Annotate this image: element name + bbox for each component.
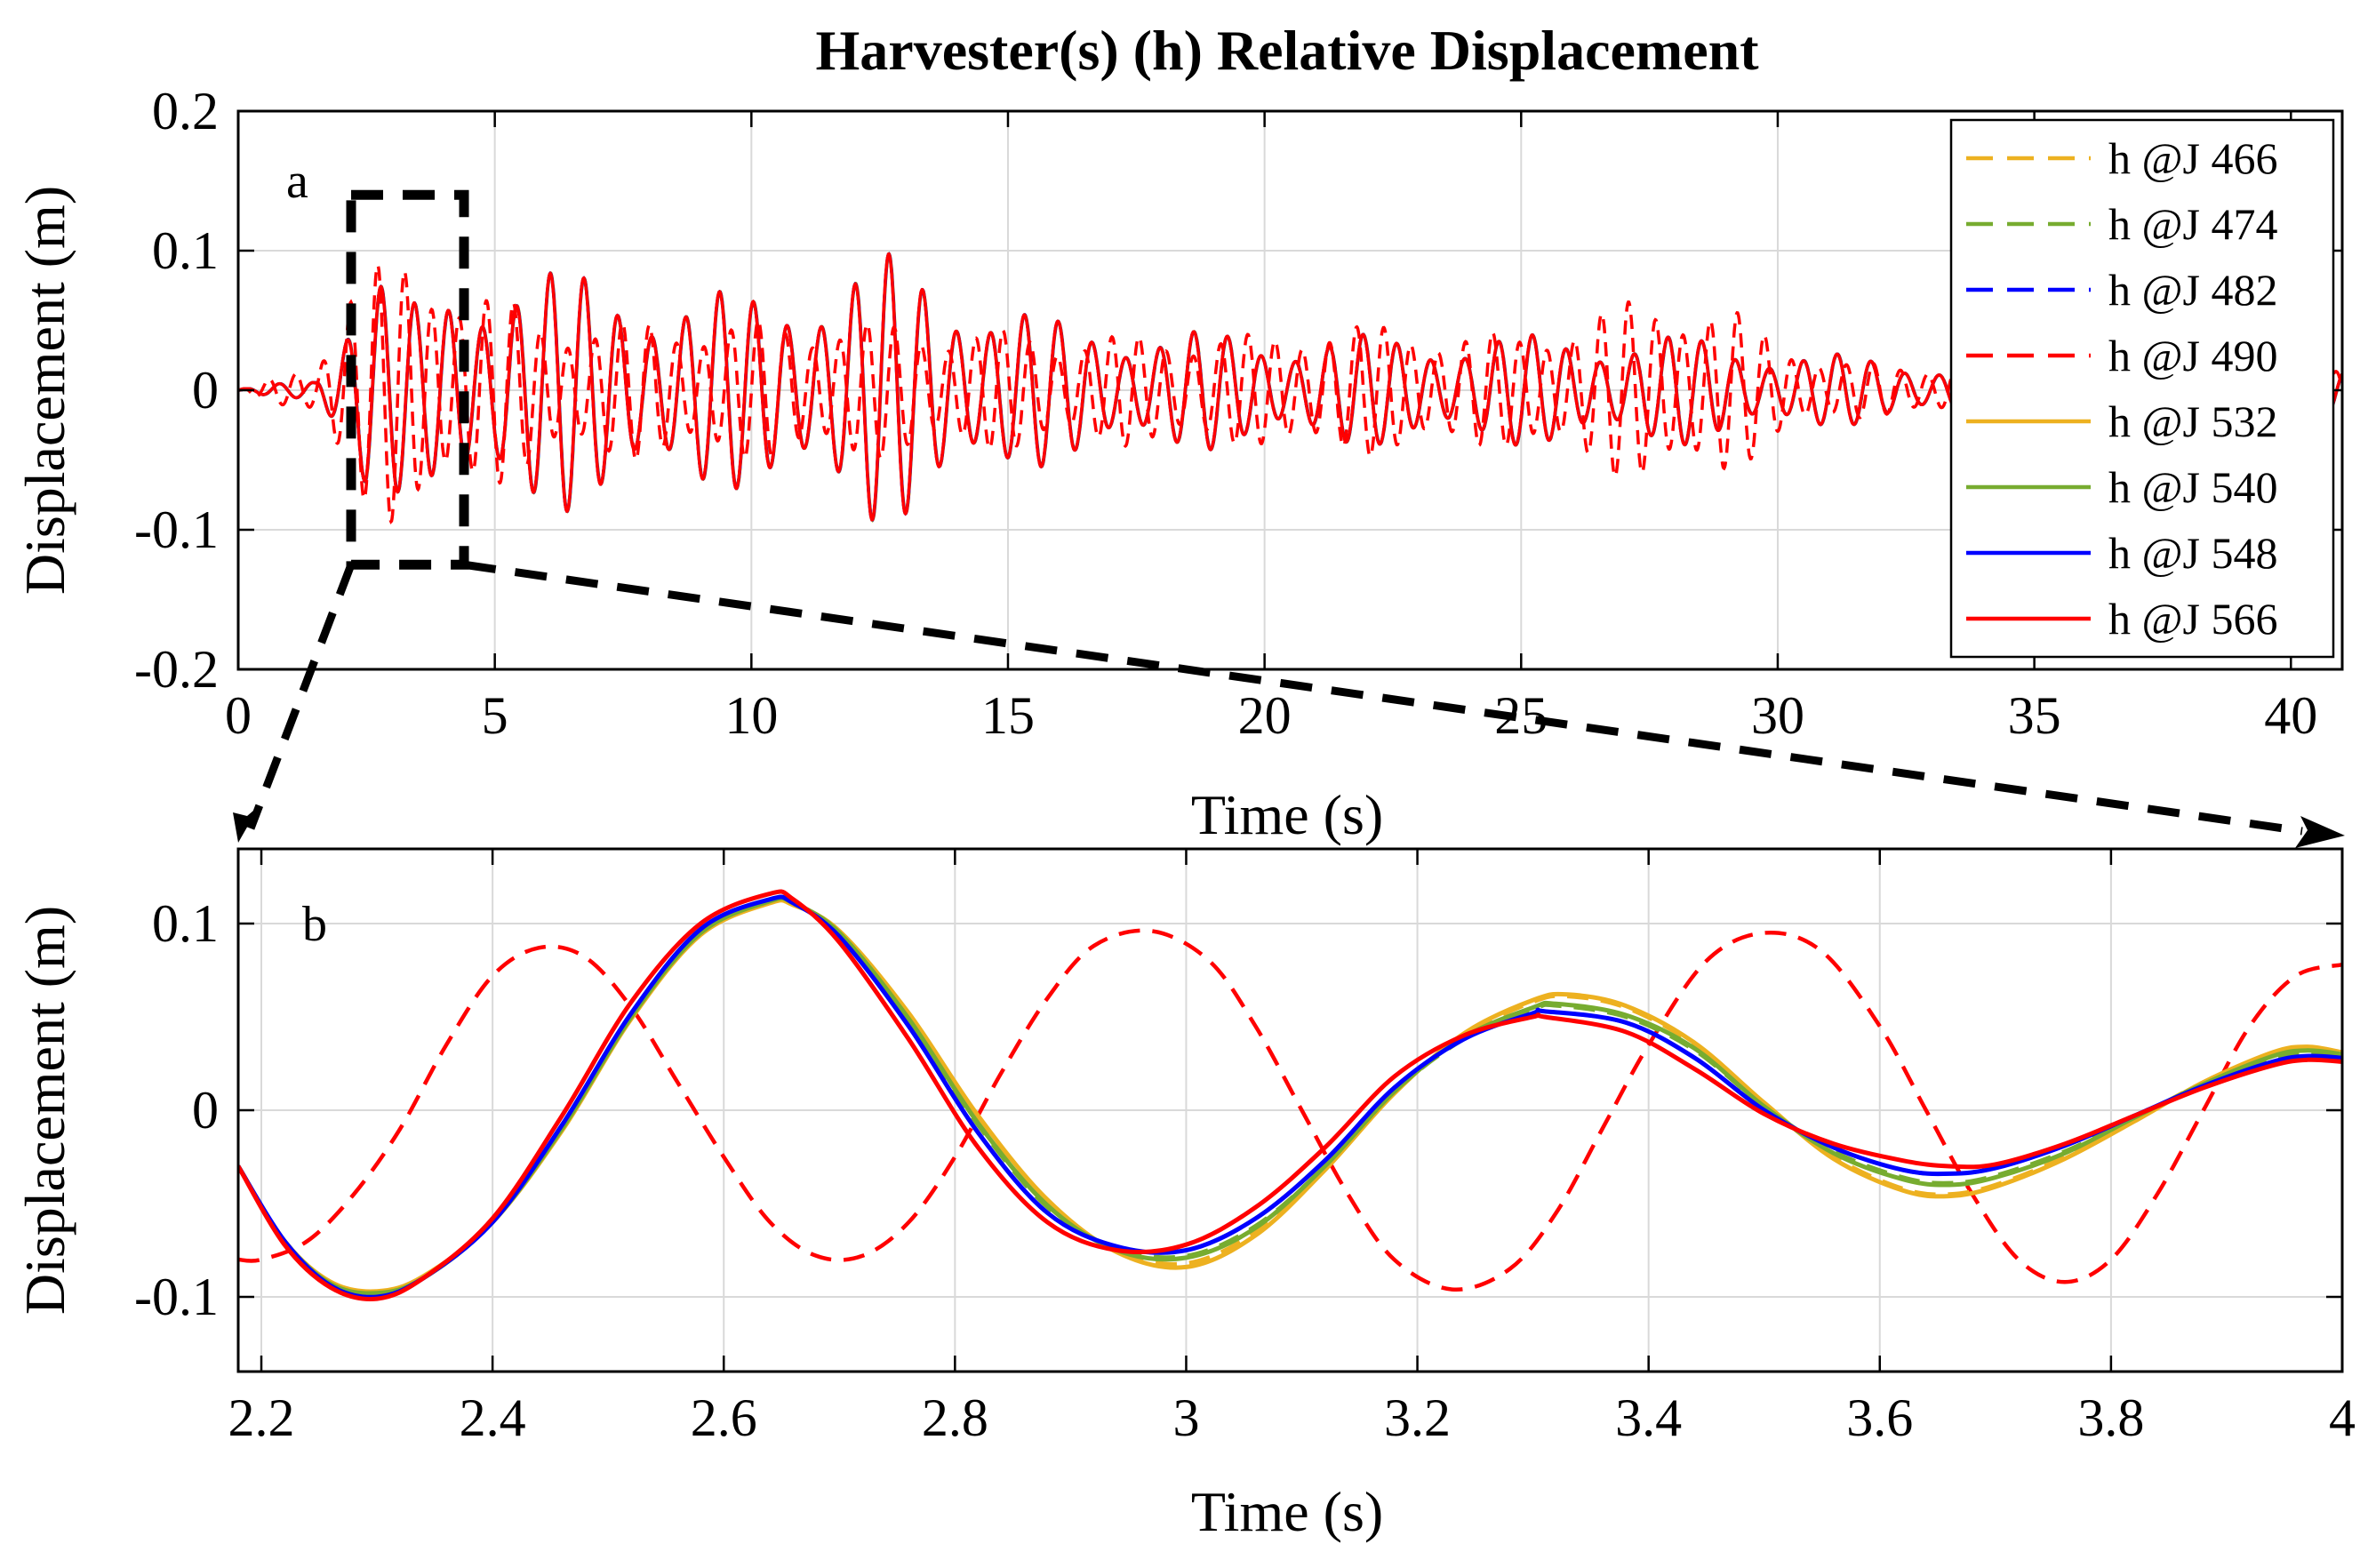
x-tick-label: 3.4 [1615, 1388, 1682, 1447]
y-tick-label: -0.2 [134, 640, 219, 699]
x-tick-label: 2.4 [460, 1388, 526, 1447]
y-tick-label: -0.1 [134, 500, 219, 559]
legend-label: h @J 566 [2108, 594, 2278, 644]
legend-box [1949, 118, 2335, 659]
series-line-b-h-j-482 [238, 894, 2342, 1300]
main-title: Harvester(s) (h) Relative Displacement [816, 19, 1760, 82]
zoom-rectangle [346, 189, 469, 570]
x-tick-label: 3 [1172, 1388, 1199, 1447]
legend-label: h @J 474 [2108, 199, 2278, 249]
x-tick-label: 5 [482, 686, 508, 745]
panel-a: 0 5 10 15 20 25 30 35 40 -0.2-0.100.10.2 a Time … [13, 82, 2345, 848]
panel-a-x-ticks: 0 5 10 15 20 25 30 35 40 [225, 111, 2317, 745]
legend-label: h @J 548 [2108, 528, 2278, 578]
series-line-b-h-j-548 [238, 894, 2342, 1300]
x-tick-label: 40 [2264, 686, 2317, 745]
x-tick-label: 2.8 [922, 1388, 988, 1447]
panel-a-y-ticks: -0.2 -0.1 0 0.1 0.2 [134, 82, 2342, 699]
panel-a-y-axis-title: Displacement (m) [13, 186, 76, 595]
legend-label: h @J 466 [2108, 133, 2278, 183]
panel-b: 2.2 2.4 2.6 2.8 3 3.2 3.4 3.6 3.8 4 -0.1 0 0.1 b Ti… [13, 847, 2356, 1543]
x-tick-label: 10 [724, 686, 778, 745]
panel-b-letter: b [302, 897, 327, 952]
y-tick-label: 0 [192, 361, 219, 420]
x-tick-label: 30 [1751, 686, 1804, 745]
legend-label: h @J 482 [2108, 265, 2278, 315]
panel-b-grid [238, 849, 2343, 1372]
series-line-b-h-j-540 [238, 895, 2342, 1296]
y-tick-label: 0 [192, 1081, 219, 1140]
panel-a-x-axis-title: Time (s) [1191, 783, 1383, 846]
x-tick-label: 20 [1238, 686, 1292, 745]
panel-b-x-axis-title: Time (s) [1191, 1480, 1383, 1543]
panel-b-y-ticks: -0.1 0 0.1 [134, 894, 2342, 1326]
series-line-b-h-j-466 [238, 897, 2342, 1296]
panel-b-x-ticks: 2.2 2.4 2.6 2.8 3 3.2 3.4 3.6 3.8 4 [228, 849, 2356, 1447]
panel-a-letter: a [286, 154, 308, 209]
zoom-connector-right [463, 560, 2303, 836]
legend-label: h @J 490 [2108, 331, 2278, 380]
y-tick-label: -0.1 [134, 1268, 219, 1326]
x-tick-label: 15 [981, 686, 1035, 745]
zoom-arrowhead-left [233, 805, 260, 843]
zoom-arrowhead-right [2295, 816, 2345, 848]
series-line-b-h-j-532 [238, 898, 2342, 1294]
legend-label: h @J 540 [2108, 462, 2278, 512]
x-tick-label: 35 [2008, 686, 2061, 745]
x-tick-label: 2.6 [691, 1388, 757, 1447]
series-line-b-h-j-474 [238, 896, 2342, 1298]
x-tick-label: 2.2 [228, 1388, 295, 1447]
x-tick-label: 3.2 [1384, 1388, 1451, 1447]
legend: h @J 466 h @J 474 h @J 482 h @J 490 h @J 532… [1949, 118, 2335, 659]
legend-items: h @J 466 h @J 474 h @J 482 h @J 490 h @J 532… [1966, 133, 2278, 644]
panel-b-y-axis-title: Displacement (m) [13, 906, 76, 1315]
y-tick-label: 0.1 [152, 221, 219, 280]
zoom-connector-left [246, 563, 356, 830]
x-tick-label: 4 [2329, 1388, 2356, 1447]
y-tick-label: 0.2 [152, 82, 219, 140]
y-tick-label: 0.1 [152, 894, 219, 953]
x-tick-label: 3.8 [2077, 1388, 2144, 1447]
legend-label: h @J 532 [2108, 396, 2278, 446]
series-line-b-h-j-490 [238, 928, 2342, 1292]
panel-b-series [238, 889, 2342, 1301]
series-line-b-h-j-566 [238, 889, 2342, 1301]
x-tick-label: 3.6 [1846, 1388, 1913, 1447]
zoom-box [233, 189, 2345, 848]
x-tick-label: 0 [225, 686, 252, 745]
